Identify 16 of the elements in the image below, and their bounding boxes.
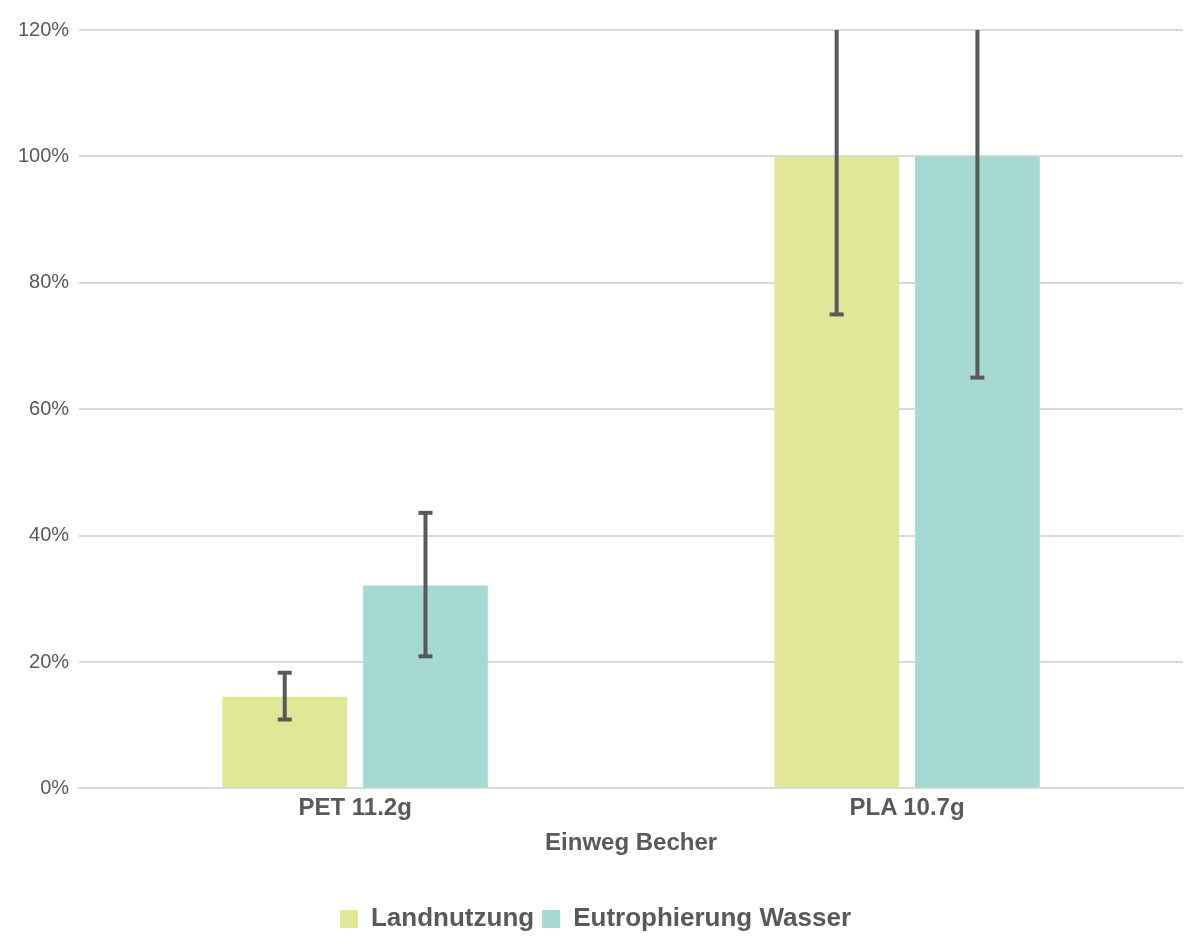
bar	[915, 156, 1040, 788]
y-tick-label: 120%	[18, 17, 70, 40]
bar	[363, 585, 488, 788]
x-tick-label: PLA 10.7g	[849, 793, 965, 821]
y-tick-label: 100%	[18, 143, 70, 166]
legend-label: Landnutzung	[370, 902, 535, 933]
y-tick-label: 80%	[29, 270, 70, 293]
x-axis-title: Einweg Becher	[545, 828, 718, 856]
y-tick-label: 20%	[29, 649, 70, 672]
bar	[774, 156, 900, 788]
y-tick-label: 60%	[29, 396, 70, 419]
legend-label: Eutrophierung Wasser	[573, 902, 852, 933]
y-tick-label: 40%	[29, 523, 70, 546]
x-tick-label: PET 11.2g	[298, 793, 412, 821]
y-tick-label: 0%	[40, 775, 70, 798]
bar	[222, 696, 348, 788]
